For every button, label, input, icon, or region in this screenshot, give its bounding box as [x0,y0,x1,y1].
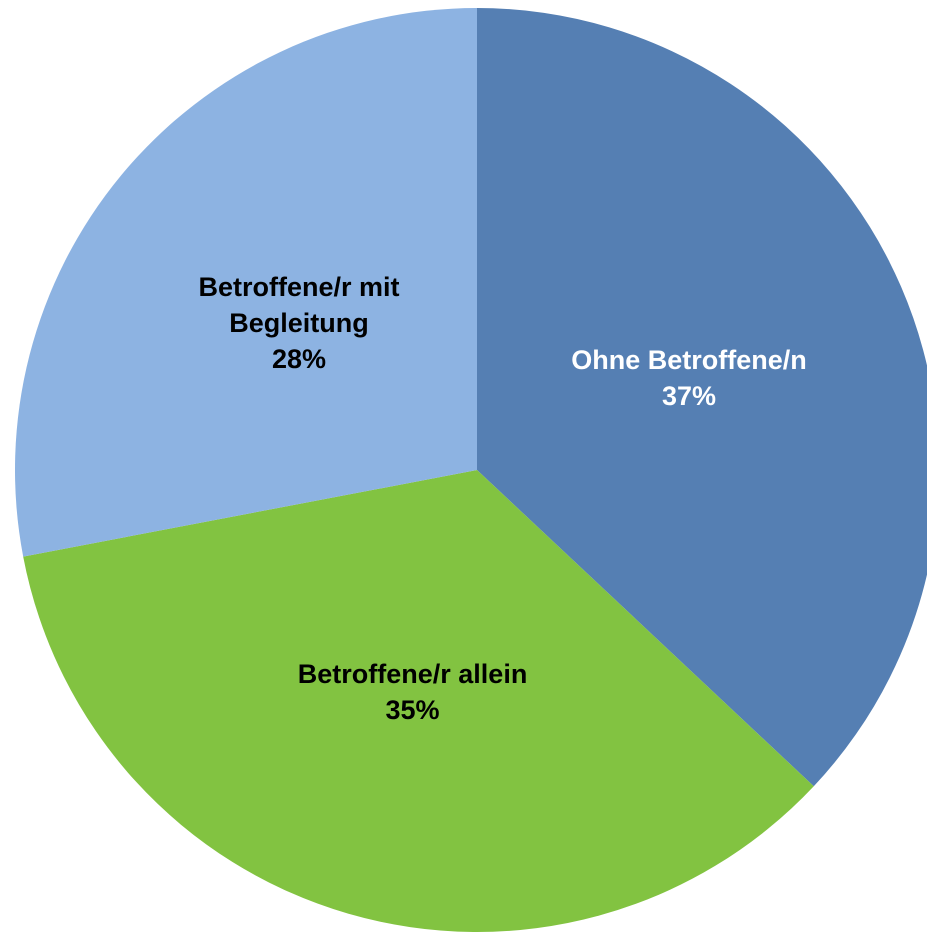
value-label: 28% [271,343,327,374]
pie-slice [23,470,814,932]
value-label: 35% [385,694,440,725]
pie-slice [477,8,927,787]
slice-label: Betroffene/r allein 35% [263,656,563,728]
slice-label: Betroffene/r mit Begleitung 28% [149,269,449,377]
category-label: Betroffene/r mit Begleitung [198,271,400,338]
slice-label: Ohne Betroffene/n 37% [539,342,839,414]
value-label: 37% [661,381,717,412]
category-label: Ohne Betroffene/n [571,345,807,376]
pie-slice [14,8,478,557]
category-label: Betroffene/r allein [297,658,528,689]
